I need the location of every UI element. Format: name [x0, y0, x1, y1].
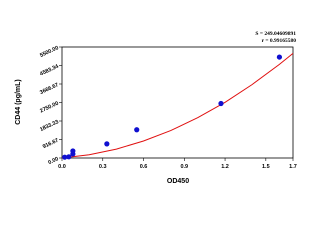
- y-axis-label: CD44 (pg/mL): [15, 79, 22, 125]
- data-point: [104, 141, 110, 147]
- x-tick-label: 0.3: [99, 164, 107, 170]
- x-tick-label: 1.2: [221, 164, 229, 170]
- chart: OD450 CD44 (pg/mL) S = 249.04609891 r = …: [15, 31, 297, 185]
- annotation: r = 0.99165580: [262, 38, 297, 44]
- y-tick-label: 1833.33: [39, 119, 60, 133]
- data-point: [70, 148, 76, 154]
- x-tick-label: 0.0: [58, 164, 66, 170]
- data-point: [62, 154, 68, 160]
- x-axis-label: OD450: [167, 178, 189, 185]
- y-tick-label: 4583.34: [39, 63, 60, 77]
- x-tick-label: 1.5: [262, 164, 270, 170]
- data-point: [66, 154, 72, 160]
- data-point: [276, 54, 283, 60]
- x-tick-label: 1.7: [289, 164, 297, 170]
- x-tick-label: 0.6: [140, 164, 148, 170]
- x-tick-label: 0.9: [180, 164, 188, 170]
- y-tick-label: 2750.00: [39, 101, 60, 115]
- y-tick-label: 3666.67: [39, 82, 60, 96]
- annotation: S = 249.04609891: [255, 31, 296, 37]
- y-tick-label: 0.00: [47, 156, 59, 166]
- fit-curve: [61, 53, 294, 159]
- data-point: [134, 127, 140, 133]
- y-tick-label: 5500.00: [39, 45, 60, 59]
- plot-frame: [61, 46, 294, 159]
- data-point: [218, 100, 224, 107]
- y-tick-label: 916.67: [42, 138, 60, 151]
